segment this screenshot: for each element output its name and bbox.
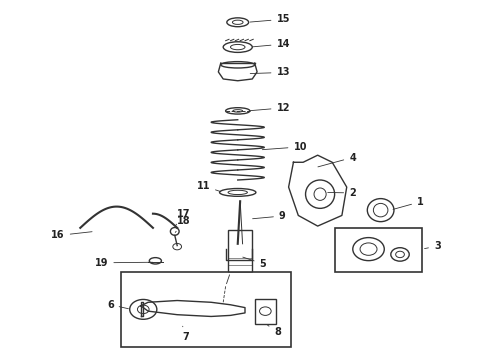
- Text: 10: 10: [262, 142, 307, 152]
- Text: 2: 2: [328, 188, 356, 198]
- Text: 15: 15: [250, 14, 290, 24]
- FancyBboxPatch shape: [122, 272, 291, 347]
- Text: 9: 9: [253, 211, 286, 221]
- Text: 14: 14: [253, 39, 290, 49]
- Text: 1: 1: [393, 197, 424, 210]
- Bar: [228, 230, 252, 279]
- Text: 12: 12: [250, 103, 290, 113]
- Text: 11: 11: [196, 181, 220, 192]
- Text: 16: 16: [51, 230, 92, 240]
- Bar: [255, 299, 276, 324]
- FancyBboxPatch shape: [335, 228, 422, 272]
- Text: 6: 6: [107, 300, 128, 310]
- Text: 17: 17: [175, 209, 191, 226]
- Text: 4: 4: [318, 153, 356, 167]
- Text: 18: 18: [175, 216, 191, 233]
- Text: 5: 5: [243, 257, 266, 269]
- Text: 13: 13: [250, 67, 290, 77]
- Text: 3: 3: [424, 241, 441, 251]
- Text: 7: 7: [182, 326, 189, 342]
- Text: 19: 19: [95, 258, 152, 268]
- Text: 8: 8: [268, 325, 281, 337]
